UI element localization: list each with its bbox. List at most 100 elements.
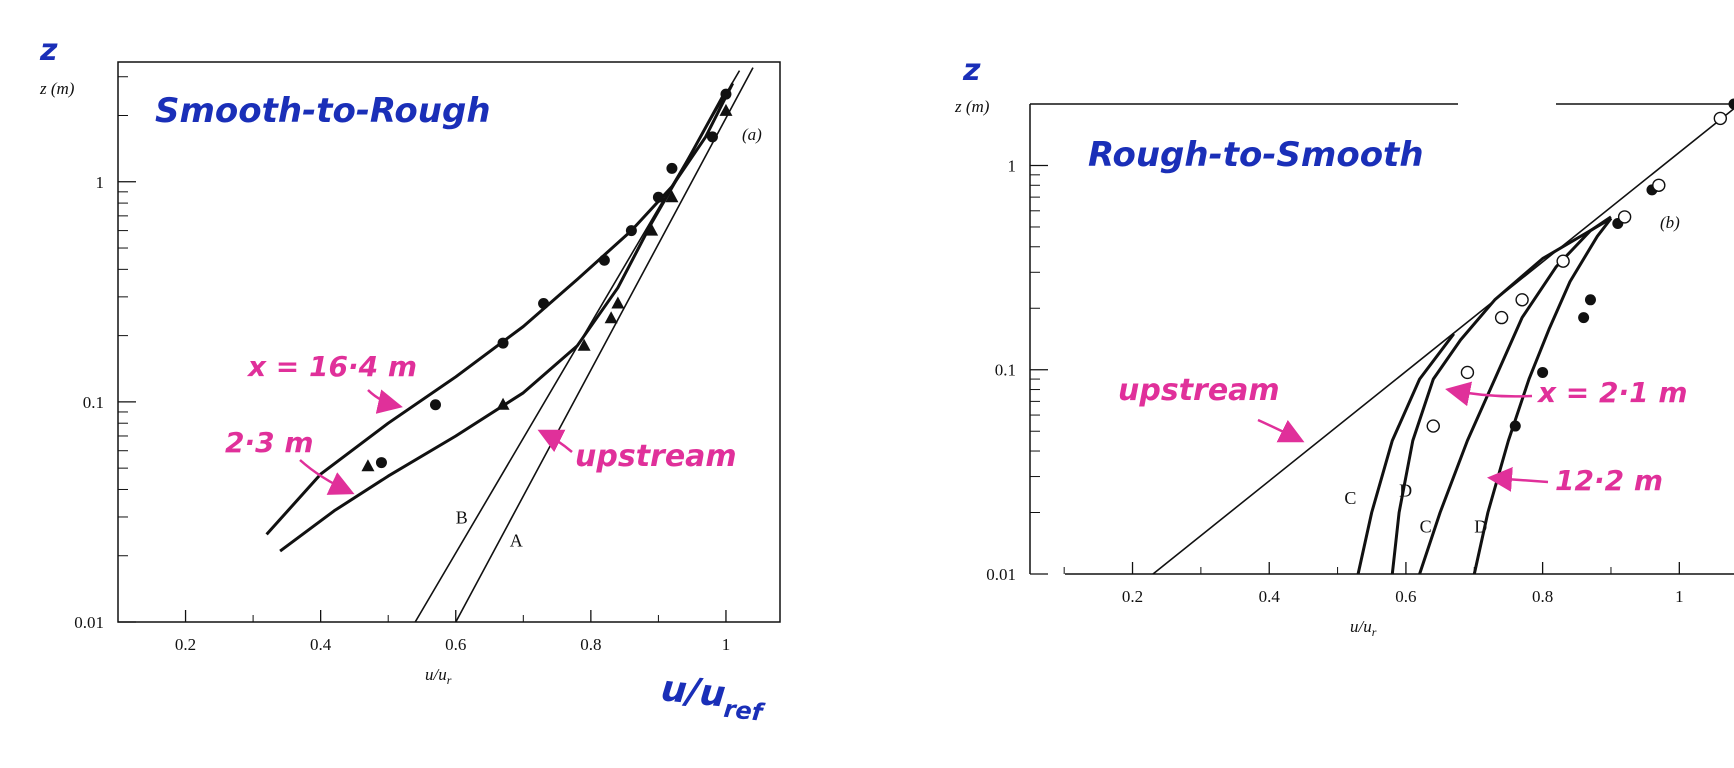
- annotation-upstream-b: upstream: [1118, 373, 1280, 408]
- x-axis-label-a: u/ur: [425, 665, 452, 687]
- x-tick-label-b-2: 0.6: [1395, 587, 1416, 606]
- point-filled-circle-a-8: [706, 131, 718, 143]
- curve-label-b-3: C: [1420, 516, 1432, 536]
- curve-a-3: [455, 67, 754, 623]
- x-axis-label-b-sub: r: [1372, 625, 1377, 639]
- point-filled-circle-a-7: [666, 162, 678, 174]
- y-axis-label-a: z (m): [39, 79, 75, 98]
- curve-label-a-3: A: [510, 531, 523, 551]
- x-tick-label-b-1: 0.4: [1259, 587, 1281, 606]
- point-triangle-a-0: [361, 459, 375, 472]
- hand-x-label-a: u/uref: [658, 668, 768, 727]
- annotation-x-16-4m: x = 16·4 m: [246, 350, 417, 383]
- point-filled-circle-b-6: [1728, 98, 1734, 110]
- annotation-arrow-12-2m: [1487, 466, 1549, 492]
- marker-group-b: [1426, 98, 1734, 433]
- annotation-arrow-2-3m: [299, 459, 355, 495]
- annotation-arrow-16-4m: [367, 389, 403, 414]
- y-tick-label-b-1: 0.1: [995, 361, 1016, 380]
- point-filled-circle-b-3: [1584, 294, 1596, 306]
- point-open-circle-b-5: [1617, 210, 1632, 224]
- x-tick-label-b-0: 0.2: [1122, 587, 1143, 606]
- hand-title-b: Rough-to-Smooth: [1088, 135, 1424, 175]
- annotation-arrow-2-1m: [1445, 381, 1533, 407]
- curve-b-3: [1418, 215, 1612, 575]
- panel-tag-b: (b): [1660, 213, 1680, 232]
- x-axis-label-a-main: u/u: [425, 665, 447, 684]
- marker-group-a: [361, 88, 733, 472]
- point-open-circle-b-3: [1515, 293, 1529, 307]
- point-filled-circle-a-2: [497, 337, 509, 349]
- x-tick-label-a-0: 0.2: [175, 635, 196, 654]
- x-tick-label-a-2: 0.6: [445, 635, 466, 654]
- x-axis-label-b: u/ur: [1350, 617, 1377, 639]
- point-filled-circle-a-1: [429, 399, 441, 411]
- point-triangle-a-1: [496, 397, 510, 410]
- annotation-arrow-upstream-a: [537, 429, 573, 453]
- tick-group-a: 0.2 0.4 0.6 0.8 1 0.01 0.1 1: [74, 76, 731, 654]
- curve-b-1: [1356, 332, 1455, 575]
- x-tick-label-b-3: 0.8: [1532, 587, 1553, 606]
- point-triangle-a-2: [577, 338, 591, 351]
- point-open-circle-b-6: [1652, 178, 1666, 192]
- tick-group-b: 0.2 0.4 0.6 0.8 1 0.01 0.1 1: [986, 103, 1684, 606]
- hand-x-label-a-main: u/u: [659, 668, 727, 716]
- point-open-circle-b-7: [1713, 111, 1728, 126]
- point-filled-circle-a-5: [625, 225, 637, 237]
- point-filled-circle-a-9: [720, 88, 732, 100]
- y-tick-label-b-0: 0.01: [986, 565, 1016, 584]
- point-filled-circle-b-2: [1578, 312, 1590, 324]
- hand-z-label-b: z: [962, 53, 981, 88]
- point-filled-circle-b-1: [1537, 366, 1549, 378]
- plot-frame-a: [117, 61, 781, 623]
- y-tick-label-a-1: 0.1: [83, 393, 104, 412]
- point-open-circle-b-0: [1426, 419, 1440, 433]
- point-filled-circle-a-4: [598, 254, 610, 266]
- point-triangle-a-5: [645, 223, 659, 236]
- annotation-upstream-a: upstream: [575, 439, 737, 474]
- curve-a-1: [279, 89, 728, 553]
- annotation-x-2-1m: x = 2·1 m: [1536, 376, 1688, 409]
- point-open-circle-b-1: [1460, 365, 1475, 380]
- point-filled-circle-b-0: [1509, 420, 1521, 432]
- curve-a-0: [265, 82, 735, 536]
- chart-panel-b: 0.2 0.4 0.6 0.8 10.010.11 C DC D (b) z (m) u/u…: [954, 53, 1734, 639]
- curve-label-b-2: D: [1399, 480, 1412, 500]
- curve-label-a-2: B: [456, 508, 468, 528]
- point-triangle-a-4: [611, 296, 625, 309]
- hand-title-a: Smooth-to-Rough: [155, 91, 491, 131]
- curve-b-0: [1152, 107, 1734, 575]
- y-axis-label-b: z (m): [954, 97, 990, 116]
- annotation-arrow-upstream-b: [1257, 418, 1305, 443]
- curve-b-2: [1390, 217, 1612, 575]
- point-open-circle-b-2: [1494, 310, 1509, 325]
- x-tick-label-a-1: 0.4: [310, 635, 332, 654]
- point-triangle-a-7: [719, 103, 733, 116]
- x-axis-label-b-main: u/u: [1350, 617, 1372, 636]
- curve-group-b: C DC D: [1152, 107, 1734, 575]
- curve-label-b-4: D: [1474, 516, 1487, 536]
- chart-panel-a: 0.2 0.4 0.6 0.8 10.010.11 BA (a) z (m) u/ur …: [39, 33, 781, 727]
- x-tick-label-a-4: 1: [722, 635, 731, 654]
- x-tick-label-a-3: 0.8: [580, 635, 601, 654]
- point-filled-circle-a-6: [652, 191, 664, 203]
- point-open-circle-b-4: [1556, 254, 1570, 268]
- curve-a-2: [414, 70, 741, 623]
- x-tick-label-b-4: 1: [1675, 587, 1684, 606]
- y-tick-label-a-2: 1: [96, 173, 105, 192]
- annotation-12-2m: 12·2 m: [1555, 464, 1663, 497]
- point-filled-circle-a-3: [538, 297, 550, 309]
- panel-tag-a: (a): [742, 125, 762, 144]
- curve-label-b-1: C: [1344, 488, 1356, 508]
- curve-group-a: BA: [265, 67, 754, 623]
- point-triangle-a-6: [665, 190, 679, 203]
- x-axis-label-a-sub: r: [447, 673, 452, 687]
- annotation-2-3m: 2·3 m: [225, 426, 314, 459]
- point-filled-circle-a-0: [375, 457, 387, 469]
- hand-x-label-a-sub: ref: [722, 695, 766, 727]
- y-tick-label-a-0: 0.01: [74, 613, 104, 632]
- y-tick-label-b-2: 1: [1008, 156, 1017, 175]
- curve-b-4: [1472, 217, 1613, 575]
- point-triangle-a-3: [604, 311, 618, 324]
